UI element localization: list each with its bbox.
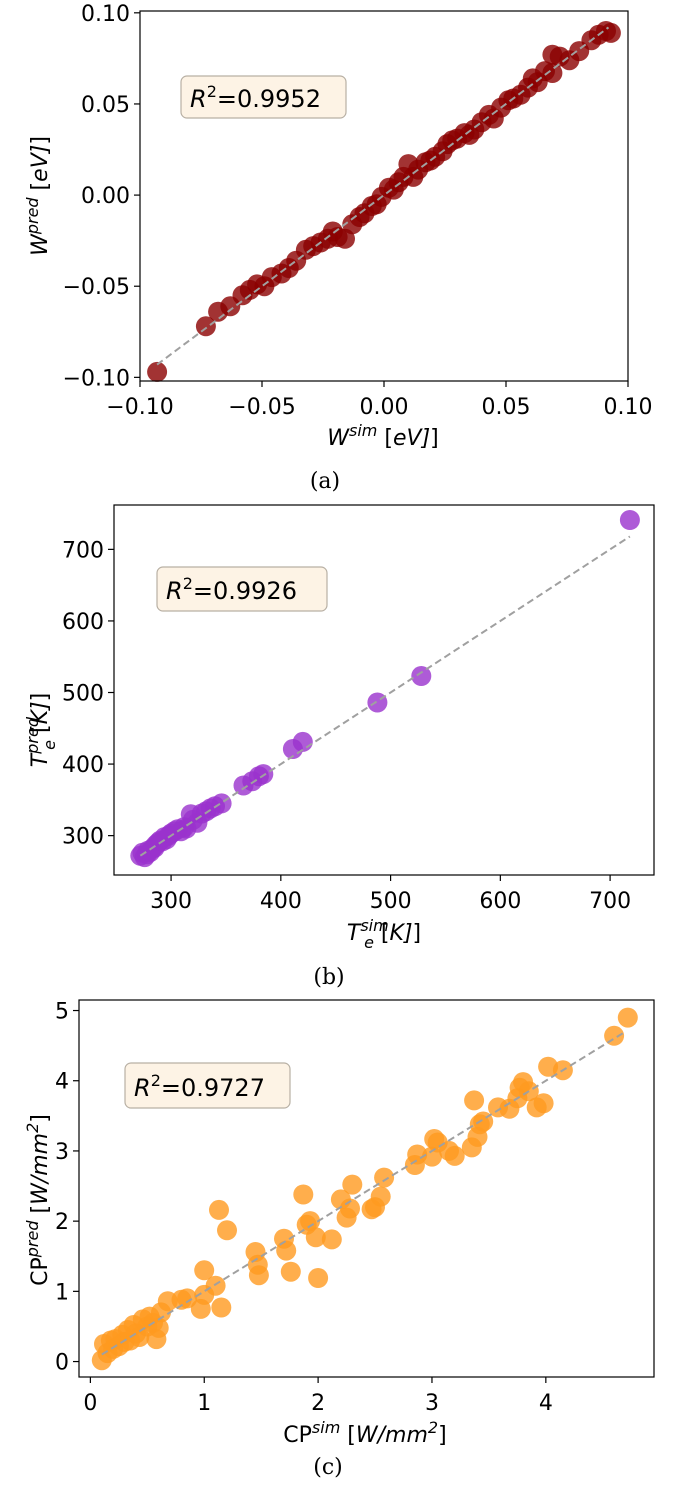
y-tick-label: 600 — [62, 610, 104, 635]
data-point — [177, 1288, 198, 1309]
x-tick-label: 400 — [260, 889, 302, 914]
data-point — [619, 510, 640, 530]
y-tick-label: 0.05 — [81, 93, 130, 118]
x-tick-label: 0.05 — [482, 395, 531, 420]
panel-caption: (a) — [310, 469, 340, 494]
y-axis-label: Wpred [eV]] — [23, 136, 53, 256]
x-tick-label: 0.00 — [360, 395, 409, 420]
x-tick-label: −0.05 — [228, 395, 295, 420]
data-point — [305, 1227, 326, 1248]
x-tick-label: 3 — [425, 1391, 439, 1416]
y-tick-label: 3 — [55, 1140, 69, 1165]
y-tick-label: 500 — [62, 682, 104, 707]
data-point — [407, 1144, 428, 1165]
y-tick-label: −0.05 — [63, 275, 130, 300]
y-tick-label: 1 — [55, 1280, 69, 1305]
x-tick-label: 4 — [539, 1391, 553, 1416]
r2-annotation-box — [124, 1062, 291, 1109]
x-tick-label: 600 — [479, 889, 521, 914]
data-point — [370, 1186, 391, 1207]
r2-annotation: R2=0.9727 — [134, 1071, 265, 1102]
x-tick-label: 2 — [311, 1391, 325, 1416]
data-point — [280, 1261, 301, 1282]
data-point — [374, 1167, 395, 1188]
data-point — [209, 1199, 229, 1220]
chart-panel-3: 0 1 2 3 4 0 1 2 3 4 5 CPsim [W/mm2] CPpred [W/mm2] R2… — [23, 999, 655, 1480]
data-point — [205, 1275, 226, 1296]
data-point — [248, 1265, 269, 1286]
data-point — [617, 1007, 638, 1028]
x-tick-label: 1 — [197, 1391, 211, 1416]
data-point — [276, 1240, 297, 1261]
data-point — [604, 1025, 625, 1046]
plot-frame — [113, 504, 655, 876]
data-point — [211, 1297, 232, 1318]
y-axis-label: Tprede [K]] — [23, 693, 59, 767]
fit-line — [139, 535, 631, 857]
r2-annotation-box — [180, 75, 347, 119]
chart-panel-1: −0.10 −0.05 0.00 0.05 0.10 −0.10 −0.05 0.00 0.05… — [23, 2, 652, 494]
x-tick-label: 0 — [83, 1391, 97, 1416]
y-tick-label: 0.10 — [81, 2, 130, 27]
data-point — [321, 1229, 342, 1250]
x-tick-label: 500 — [370, 889, 412, 914]
data-point — [533, 1093, 554, 1114]
data-point — [292, 731, 313, 752]
r2-annotation: R2=0.9952 — [190, 82, 321, 113]
y-tick-label: −0.10 — [63, 366, 130, 391]
y-axis-label: CPpred [W/mm2] — [23, 1114, 53, 1286]
data-point — [444, 1145, 465, 1166]
x-axis-label: Tsim e [K]] — [347, 916, 421, 952]
data-point — [217, 1220, 237, 1241]
fit-line — [101, 1030, 627, 1356]
data-point — [147, 361, 168, 382]
panel-caption: (b) — [313, 965, 344, 990]
panel-caption: (c) — [313, 1455, 343, 1480]
y-tick-label: 400 — [62, 753, 104, 778]
data-point — [464, 1090, 485, 1111]
fit-line — [156, 26, 610, 366]
y-tick-label: 2 — [55, 1210, 69, 1235]
r2-annotation: R2=0.9926 — [166, 574, 297, 605]
y-tick-label: 0 — [55, 1351, 69, 1376]
data-point — [411, 666, 432, 686]
y-tick-label: 5 — [55, 1000, 69, 1025]
x-tick-label: 300 — [150, 889, 192, 914]
chart-panel-2: 300 400 500 600 700 300 400 500 600 700 Tsim e [K]]… — [23, 504, 655, 990]
plot-frame — [78, 999, 655, 1378]
y-tick-label: 300 — [62, 825, 104, 850]
y-tick-label: 4 — [55, 1070, 69, 1095]
data-point — [542, 63, 563, 83]
data-point — [194, 1260, 215, 1281]
r2-annotation-box — [156, 566, 328, 612]
data-point — [308, 1268, 329, 1288]
data-point — [253, 764, 274, 785]
x-axis-label: CPsim [W/mm2] — [283, 1418, 446, 1448]
x-axis-label: Wsim [eV]] — [327, 421, 439, 451]
data-point — [300, 1211, 321, 1232]
data-point — [600, 22, 621, 43]
x-tick-label: −0.10 — [106, 395, 173, 420]
x-tick-label: 700 — [589, 889, 631, 914]
x-tick-label: 0.10 — [604, 395, 653, 420]
scatter-series — [147, 21, 621, 382]
data-point — [342, 1174, 363, 1195]
y-tick-label: 700 — [62, 538, 104, 563]
y-tick-label: 0.00 — [81, 184, 130, 209]
data-point — [211, 793, 232, 814]
data-point — [293, 1184, 314, 1205]
